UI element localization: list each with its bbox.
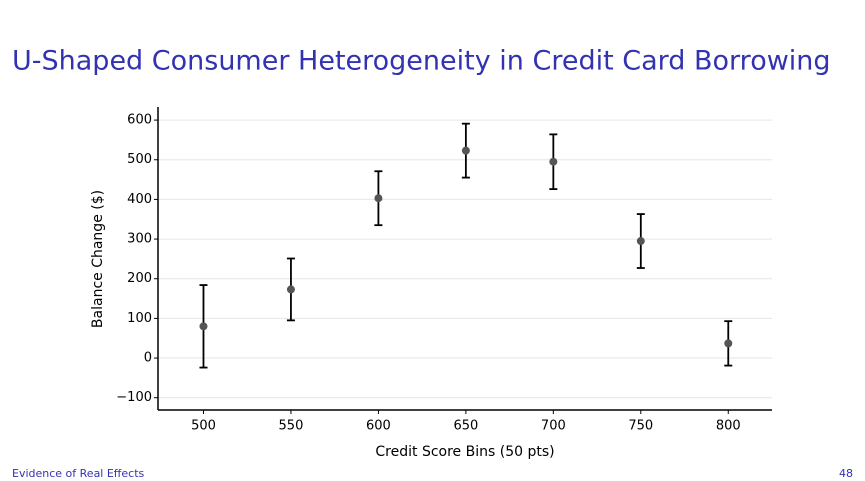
x-axis-label: Credit Score Bins (50 pts) (375, 444, 554, 460)
y-tick-label: 400 (127, 192, 152, 207)
point (636, 237, 645, 246)
y-tick-label: 200 (127, 271, 152, 286)
y-tick-label: 600 (127, 113, 152, 128)
x-tick-label: 550 (279, 419, 304, 434)
x-tick-label: 650 (453, 419, 478, 434)
slide-title: U-Shaped Consumer Heterogeneity in Credi… (12, 46, 831, 77)
point (549, 157, 558, 166)
x-tick-label: 800 (716, 419, 741, 434)
point (724, 339, 733, 348)
point (461, 146, 470, 155)
x-tick-label: 600 (366, 419, 391, 434)
y-tick-label: −100 (116, 390, 152, 405)
y-tick-label: 300 (127, 232, 152, 247)
point (199, 322, 208, 331)
y-tick-label: 500 (127, 152, 152, 167)
y-tick-label: 0 (144, 351, 152, 366)
x-tick-label: 700 (541, 419, 566, 434)
y-axis-label: Balance Change ($) (90, 190, 106, 328)
point (286, 285, 295, 294)
x-tick-label: 500 (191, 419, 216, 434)
y-tick-label: 100 (127, 311, 152, 326)
x-tick-label: 750 (628, 419, 653, 434)
footer-section: Evidence of Real Effects (12, 467, 145, 480)
point (374, 194, 383, 203)
page-number: 48 (839, 467, 853, 480)
